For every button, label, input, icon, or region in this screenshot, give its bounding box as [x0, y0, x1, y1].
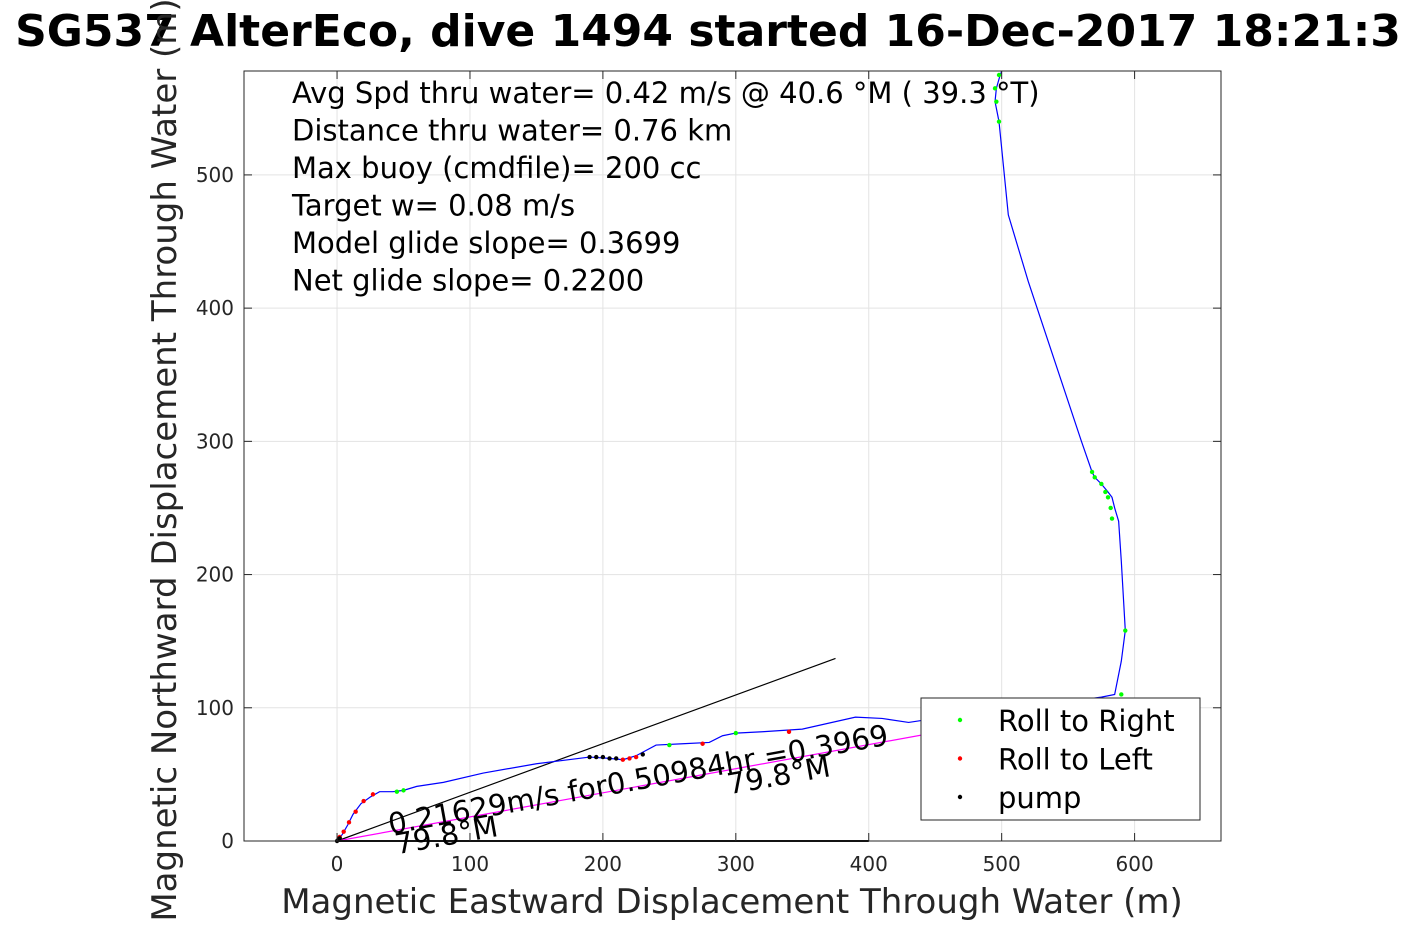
- roll-to-left-point: [627, 756, 632, 761]
- roll-to-left-point: [620, 757, 626, 762]
- pump-point: [587, 754, 592, 760]
- legend-items: Roll to Right Roll to Left pump: [957, 704, 1175, 815]
- legend-marker-pump: [957, 794, 963, 800]
- annotation-line: Max buoy (cmdfile)= 200 cc: [292, 151, 701, 185]
- x-axis-label: Magnetic Eastward Displacement Through W…: [281, 882, 1183, 922]
- roll-to-right-point: [1105, 495, 1111, 500]
- roll-to-right-point: [667, 742, 672, 748]
- roll-to-right-point: [1089, 469, 1095, 475]
- pump-point: [600, 754, 606, 760]
- marker-series: [334, 72, 1128, 844]
- roll-to-right-point: [1123, 628, 1128, 633]
- x-tick-label: 600: [1116, 852, 1154, 876]
- annotation-line: Model glide slope= 0.3699: [292, 226, 680, 260]
- pump-point: [613, 756, 619, 761]
- annotation-line: Target w= 0.08 m/s: [291, 189, 575, 223]
- annotations: Avg Spd thru water= 0.42 m/s @ 40.6 °M (…: [291, 76, 1040, 298]
- y-axis-label: Magnetic Northward Displacement Through …: [145, 0, 185, 922]
- x-tick-label: 300: [717, 852, 755, 876]
- roll-to-right-point: [394, 789, 400, 794]
- legend: Roll to Right Roll to Left pump: [920, 697, 1201, 821]
- roll-to-right-point: [996, 72, 1002, 78]
- roll-to-left-point: [346, 820, 352, 825]
- legend-label-roll-to-right: Roll to Right: [998, 704, 1175, 738]
- roll-to-left-point: [700, 741, 705, 746]
- pump-point: [607, 756, 612, 761]
- roll-to-left-point: [633, 754, 639, 760]
- roll-to-right-point: [1119, 692, 1124, 697]
- legend-label-pump: pump: [998, 781, 1081, 815]
- roll-to-right-point: [1099, 481, 1104, 487]
- roll-to-right-point: [992, 86, 998, 91]
- y-tick-label: 100: [196, 696, 234, 720]
- roll-to-right-point: [401, 788, 406, 793]
- legend-marker-roll-to-right: [957, 717, 963, 723]
- legend-label-roll-to-left: Roll to Left: [998, 743, 1153, 777]
- roll-to-right-point: [996, 119, 1002, 124]
- roll-to-right-point: [733, 730, 739, 736]
- roll-to-right-point: [994, 99, 999, 104]
- pump-point: [337, 836, 342, 841]
- x-tick-label: 500: [983, 852, 1021, 876]
- pump-point: [640, 752, 645, 757]
- roll-to-left-point: [786, 729, 792, 734]
- heading-line: [336, 657, 836, 842]
- chart-title: SG537 AlterEco, dive 1494 started 16-Dec…: [15, 6, 1401, 57]
- x-tick-label: 0: [331, 852, 344, 876]
- plot-frame: [243, 70, 1222, 842]
- pump-point: [594, 754, 599, 760]
- x-tick-label: 100: [451, 852, 489, 876]
- y-tick-label: 500: [196, 163, 234, 187]
- annotation-line: Avg Spd thru water= 0.42 m/s @ 40.6 °M (…: [292, 76, 1040, 110]
- legend-box: [920, 697, 1201, 821]
- y-tick-label: 300: [196, 429, 234, 453]
- roll-to-left-point: [361, 798, 366, 804]
- roll-to-left-point: [370, 792, 376, 797]
- y-tick-label: 0: [221, 829, 234, 853]
- grid: [244, 71, 1221, 842]
- y-tick-label: 400: [196, 296, 234, 320]
- roll-to-right-point: [1103, 489, 1108, 495]
- annotation-line: Net glide slope= 0.2200: [292, 264, 644, 298]
- x-tick-label: 400: [850, 852, 888, 876]
- roll-to-left-point: [341, 829, 346, 834]
- x-tick-label: 200: [584, 852, 622, 876]
- roll-to-right-point: [1108, 505, 1113, 511]
- y-tick-label: 200: [196, 563, 234, 587]
- line-labels: 0.21629m/s for0.50984hr =0.396979.8°M79.…: [385, 718, 890, 861]
- roll-to-right-point: [1109, 516, 1115, 521]
- roll-to-right-point: [1092, 475, 1097, 480]
- annotation-line: Distance thru water= 0.76 km: [292, 114, 732, 148]
- drift-line: [336, 727, 962, 842]
- roll-to-left-point: [353, 809, 358, 814]
- legend-marker-roll-to-left: [957, 756, 963, 761]
- axis-ticks: 0 100 200 300 400 500 600 0 100 200 300 400 500: [196, 71, 1221, 876]
